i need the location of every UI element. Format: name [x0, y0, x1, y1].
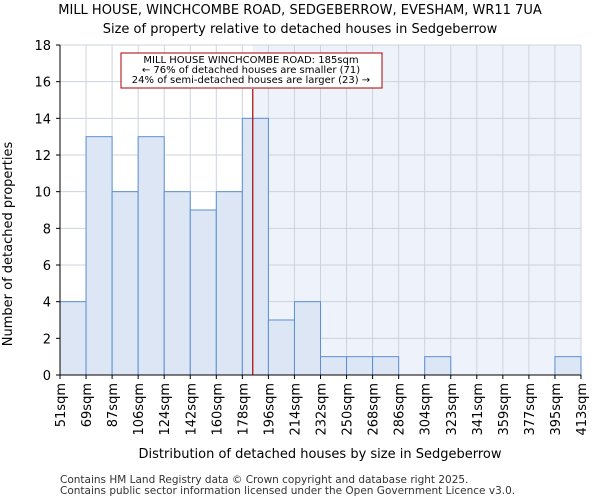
annotation-line1: MILL HOUSE WINCHCOMBE ROAD: 185sqm — [143, 55, 358, 66]
x-tick-label: 413sqm — [575, 383, 590, 436]
x-tick-label: 341sqm — [471, 383, 486, 436]
y-tick-label: 6 — [43, 259, 51, 274]
x-tick-label: 304sqm — [419, 383, 434, 436]
y-tick-label: 0 — [43, 369, 51, 384]
histogram-bar — [137, 136, 165, 376]
histogram-bar — [320, 356, 348, 376]
y-tick-label: 4 — [43, 296, 51, 311]
histogram-bar — [372, 356, 400, 376]
y-tick-label: 12 — [34, 149, 51, 164]
histogram-bar — [85, 136, 113, 376]
x-tick-label: 268sqm — [367, 383, 382, 436]
histogram-bar — [346, 356, 374, 376]
x-tick-label: 323sqm — [445, 383, 460, 436]
x-tick-label: 142sqm — [184, 383, 199, 436]
y-tick-label: 14 — [34, 112, 51, 127]
chart-title-line1: MILL HOUSE, WINCHCOMBE ROAD, SEDGEBERROW… — [58, 3, 542, 18]
y-tick-label: 2 — [43, 332, 51, 347]
x-tick-label: 178sqm — [236, 383, 251, 436]
x-tick-label: 160sqm — [210, 383, 225, 436]
annotation-line2: ← 76% of detached houses are smaller (71… — [142, 65, 360, 76]
chart-title-line2: Size of property relative to detached ho… — [103, 22, 498, 37]
y-axis-title: Number of detached properties — [1, 142, 16, 347]
y-tick-label: 18 — [34, 39, 51, 54]
y-tick-label: 8 — [43, 222, 51, 237]
x-axis-title: Distribution of detached houses by size … — [139, 447, 502, 462]
x-tick-label: 87sqm — [106, 383, 121, 427]
histogram-bar — [293, 301, 322, 376]
histogram-bar — [189, 209, 217, 376]
histogram-bar — [554, 356, 582, 376]
x-tick-label: 395sqm — [549, 383, 564, 436]
x-tick-label: 214sqm — [288, 383, 303, 436]
histogram-bar — [267, 319, 295, 376]
footer-line2: Contains public sector information licen… — [60, 485, 515, 497]
x-tick-label: 51sqm — [54, 383, 69, 427]
x-tick-label: 124sqm — [158, 383, 173, 436]
x-tick-label: 359sqm — [497, 383, 512, 436]
x-tick-label: 232sqm — [315, 383, 330, 436]
histogram-bar — [241, 117, 269, 376]
x-tick-label: 106sqm — [132, 383, 147, 436]
x-tick-label: 196sqm — [262, 383, 277, 436]
x-tick-label: 377sqm — [523, 383, 538, 436]
y-tick-label: 10 — [34, 186, 51, 201]
histogram-bar — [424, 356, 452, 376]
histogram-bar — [59, 301, 87, 376]
x-tick-label: 69sqm — [80, 383, 95, 427]
x-tick-label: 286sqm — [393, 383, 408, 436]
x-tick-label: 250sqm — [341, 383, 356, 436]
histogram-bar — [163, 191, 191, 376]
histogram-bar — [111, 191, 139, 376]
annotation-line3: 24% of semi-detached houses are larger (… — [132, 75, 370, 86]
annotation-box: MILL HOUSE WINCHCOMBE ROAD: 185sqm ← 76%… — [120, 52, 383, 89]
y-tick-label: 16 — [34, 76, 51, 91]
footer-line1: Contains HM Land Registry data © Crown c… — [60, 474, 468, 486]
histogram-bar — [215, 191, 243, 376]
